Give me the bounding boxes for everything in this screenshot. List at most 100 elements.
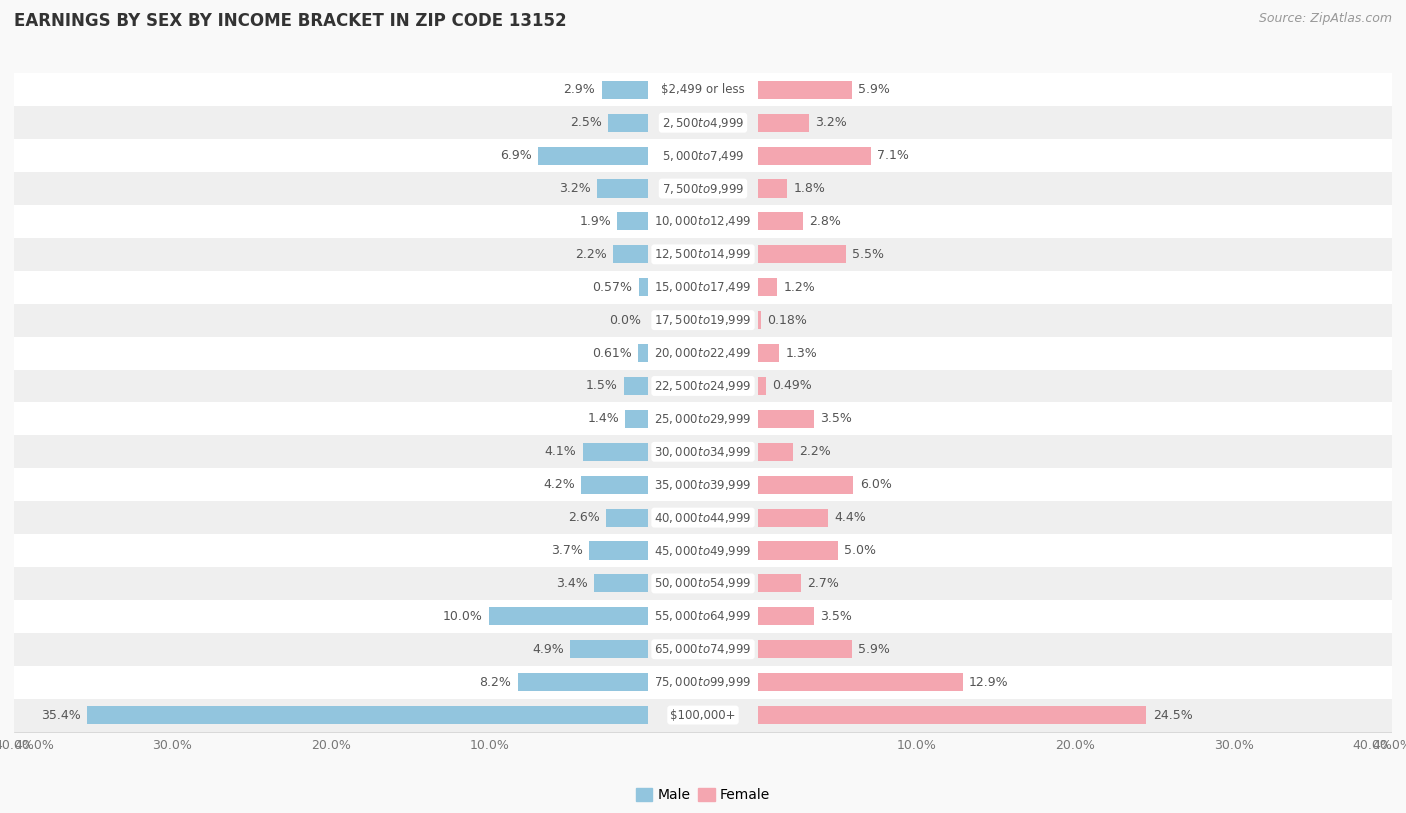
Text: 4.1%: 4.1%	[544, 446, 576, 459]
Text: 4.4%: 4.4%	[834, 511, 866, 524]
Text: $50,000 to $54,999: $50,000 to $54,999	[654, 576, 752, 590]
Text: 2.5%: 2.5%	[569, 116, 602, 129]
Text: 0.57%: 0.57%	[592, 280, 633, 293]
Text: 40.0%: 40.0%	[1353, 739, 1392, 752]
Bar	[758, 607, 814, 625]
Text: 0.18%: 0.18%	[768, 314, 807, 327]
Text: $55,000 to $64,999: $55,000 to $64,999	[654, 609, 752, 624]
Text: $22,500 to $24,999: $22,500 to $24,999	[654, 379, 752, 393]
Text: $40,000 to $44,999: $40,000 to $44,999	[654, 511, 752, 524]
Bar	[758, 311, 761, 329]
Text: 4.2%: 4.2%	[543, 478, 575, 491]
Text: 3.5%: 3.5%	[820, 412, 852, 425]
Text: 2.2%: 2.2%	[800, 446, 831, 459]
Text: 6.0%: 6.0%	[860, 478, 891, 491]
Bar	[14, 698, 1392, 732]
Text: 3.7%: 3.7%	[551, 544, 582, 557]
Bar	[14, 271, 1392, 304]
Bar	[758, 443, 793, 461]
Bar	[14, 73, 1392, 107]
Bar	[14, 534, 1392, 567]
Bar	[598, 180, 648, 198]
Bar	[758, 377, 766, 395]
Text: 2.8%: 2.8%	[808, 215, 841, 228]
Text: 1.9%: 1.9%	[579, 215, 612, 228]
Text: 40.0%: 40.0%	[0, 739, 34, 752]
Bar	[87, 706, 648, 724]
Text: 5.9%: 5.9%	[858, 83, 890, 96]
Bar	[758, 541, 838, 559]
Text: 10.0%: 10.0%	[470, 739, 509, 752]
Text: 5.0%: 5.0%	[844, 544, 876, 557]
Text: 1.8%: 1.8%	[793, 182, 825, 195]
Bar	[638, 344, 648, 362]
Bar	[602, 80, 648, 99]
Bar	[14, 567, 1392, 600]
Bar	[14, 435, 1392, 468]
Text: 10.0%: 10.0%	[897, 739, 936, 752]
Bar	[758, 574, 801, 593]
Text: 10.0%: 10.0%	[443, 610, 482, 623]
Text: 40.0%: 40.0%	[14, 739, 53, 752]
Bar	[758, 640, 852, 659]
Text: $65,000 to $74,999: $65,000 to $74,999	[654, 642, 752, 656]
Bar	[758, 146, 870, 165]
Bar	[569, 640, 648, 659]
Bar	[758, 246, 845, 263]
Text: 5.5%: 5.5%	[852, 248, 884, 261]
Text: 30.0%: 30.0%	[152, 739, 193, 752]
Text: 24.5%: 24.5%	[1153, 709, 1192, 722]
Bar	[758, 476, 853, 493]
Text: $5,000 to $7,499: $5,000 to $7,499	[662, 149, 744, 163]
Bar	[758, 278, 778, 296]
Bar	[538, 146, 648, 165]
Bar	[638, 278, 648, 296]
Bar	[624, 377, 648, 395]
Text: $45,000 to $49,999: $45,000 to $49,999	[654, 544, 752, 558]
Text: 20.0%: 20.0%	[311, 739, 350, 752]
Text: $12,500 to $14,999: $12,500 to $14,999	[654, 247, 752, 261]
Bar	[14, 666, 1392, 698]
Text: 2.6%: 2.6%	[568, 511, 600, 524]
Text: 8.2%: 8.2%	[479, 676, 512, 689]
Text: $7,500 to $9,999: $7,500 to $9,999	[662, 181, 744, 196]
Text: 3.5%: 3.5%	[820, 610, 852, 623]
Text: 0.49%: 0.49%	[772, 380, 813, 393]
Legend: Male, Female: Male, Female	[630, 783, 776, 807]
Bar	[758, 706, 1146, 724]
Text: 1.5%: 1.5%	[586, 380, 617, 393]
Text: $17,500 to $19,999: $17,500 to $19,999	[654, 313, 752, 327]
Bar	[14, 633, 1392, 666]
Text: 0.61%: 0.61%	[592, 346, 631, 359]
Bar	[758, 673, 963, 691]
Text: $20,000 to $22,499: $20,000 to $22,499	[654, 346, 752, 360]
Text: $35,000 to $39,999: $35,000 to $39,999	[654, 478, 752, 492]
Bar	[758, 344, 779, 362]
Bar	[617, 212, 648, 231]
Text: 5.9%: 5.9%	[858, 643, 890, 656]
Bar	[489, 607, 648, 625]
Bar	[758, 80, 852, 99]
Text: 2.2%: 2.2%	[575, 248, 606, 261]
Text: 30.0%: 30.0%	[1213, 739, 1254, 752]
Text: 3.2%: 3.2%	[558, 182, 591, 195]
Bar	[14, 468, 1392, 501]
Bar	[626, 410, 648, 428]
Text: 4.9%: 4.9%	[531, 643, 564, 656]
Text: $2,500 to $4,999: $2,500 to $4,999	[662, 115, 744, 130]
Bar	[758, 410, 814, 428]
Text: 3.4%: 3.4%	[555, 577, 588, 590]
Bar	[14, 205, 1392, 238]
Bar	[758, 509, 828, 527]
Bar	[758, 212, 803, 231]
Text: $2,499 or less: $2,499 or less	[661, 83, 745, 96]
Bar	[607, 114, 648, 132]
Bar	[613, 246, 648, 263]
Text: 1.4%: 1.4%	[588, 412, 619, 425]
Text: 3.2%: 3.2%	[815, 116, 848, 129]
Text: $10,000 to $12,499: $10,000 to $12,499	[654, 215, 752, 228]
Text: 1.3%: 1.3%	[786, 346, 817, 359]
Bar	[14, 238, 1392, 271]
Text: 0.0%: 0.0%	[609, 314, 641, 327]
Bar	[589, 541, 648, 559]
